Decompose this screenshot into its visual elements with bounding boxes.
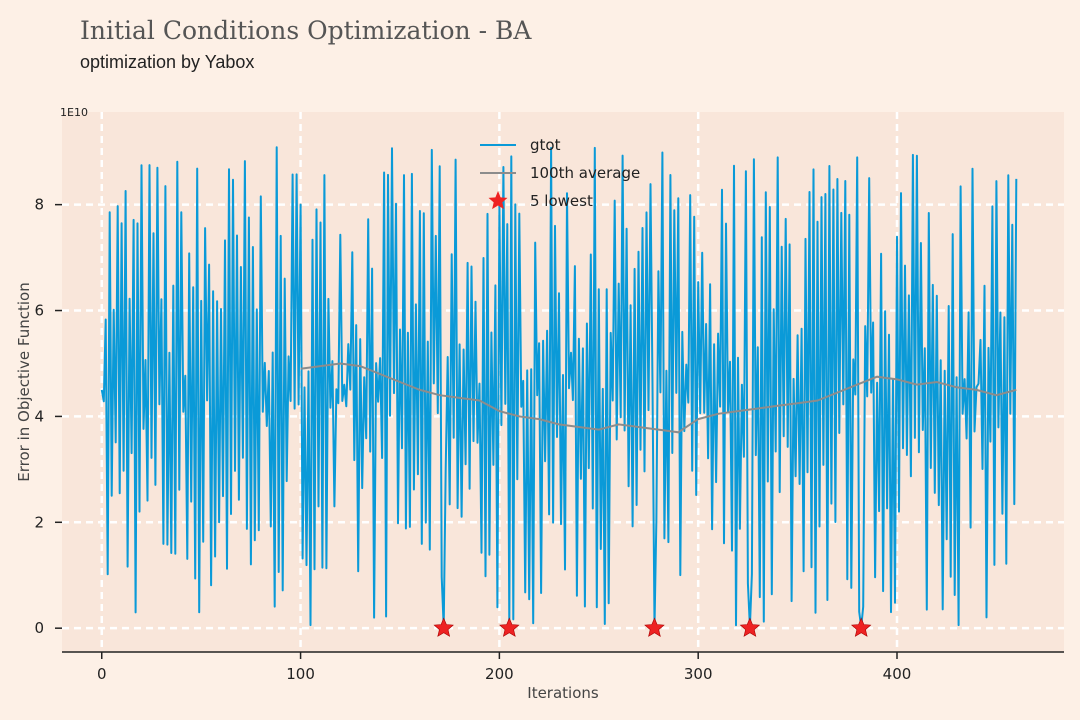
- lowest-star-marker: [644, 617, 665, 637]
- x-tick-label: 400: [883, 665, 912, 683]
- y-tick-label: 0: [34, 619, 44, 637]
- y-tick-label: 2: [34, 513, 44, 531]
- lowest-star-marker: [433, 617, 454, 637]
- legend-label-average: 100th average: [530, 164, 640, 182]
- ticks: 0 100 200 300 400 0 2 4 6 8: [34, 196, 1064, 683]
- legend-swatch-lowest: [488, 191, 508, 210]
- y-tick-label: 4: [34, 407, 44, 425]
- series-lines: [100, 146, 1018, 629]
- x-tick-label: 300: [684, 665, 713, 683]
- x-axis-label: Iterations: [527, 684, 599, 702]
- chart-subtitle: optimization by Yabox: [80, 52, 255, 72]
- legend-label-gtot: gtot: [530, 136, 561, 154]
- y-tick-label: 6: [34, 302, 44, 320]
- y-axis-label: Error in Objective Function: [15, 282, 33, 481]
- y-multiplier-label: 1E10: [60, 106, 88, 119]
- x-tick-label: 100: [286, 665, 315, 683]
- legend: gtot 100th average 5 lowest: [480, 136, 640, 210]
- series-line-100th-average: [300, 362, 1017, 434]
- y-tick-label: 8: [34, 196, 44, 214]
- lowest-star-marker: [499, 617, 520, 637]
- chart-title: Initial Conditions Optimization - BA: [80, 16, 532, 45]
- legend-label-lowest: 5 lowest: [530, 192, 593, 210]
- x-tick-label: 200: [485, 665, 514, 683]
- lowest-markers: [433, 617, 872, 637]
- series-line-gtot: [100, 146, 1018, 629]
- lowest-star-marker: [850, 617, 872, 637]
- x-tick-label: 0: [97, 665, 107, 683]
- lowest-star-marker: [739, 617, 761, 637]
